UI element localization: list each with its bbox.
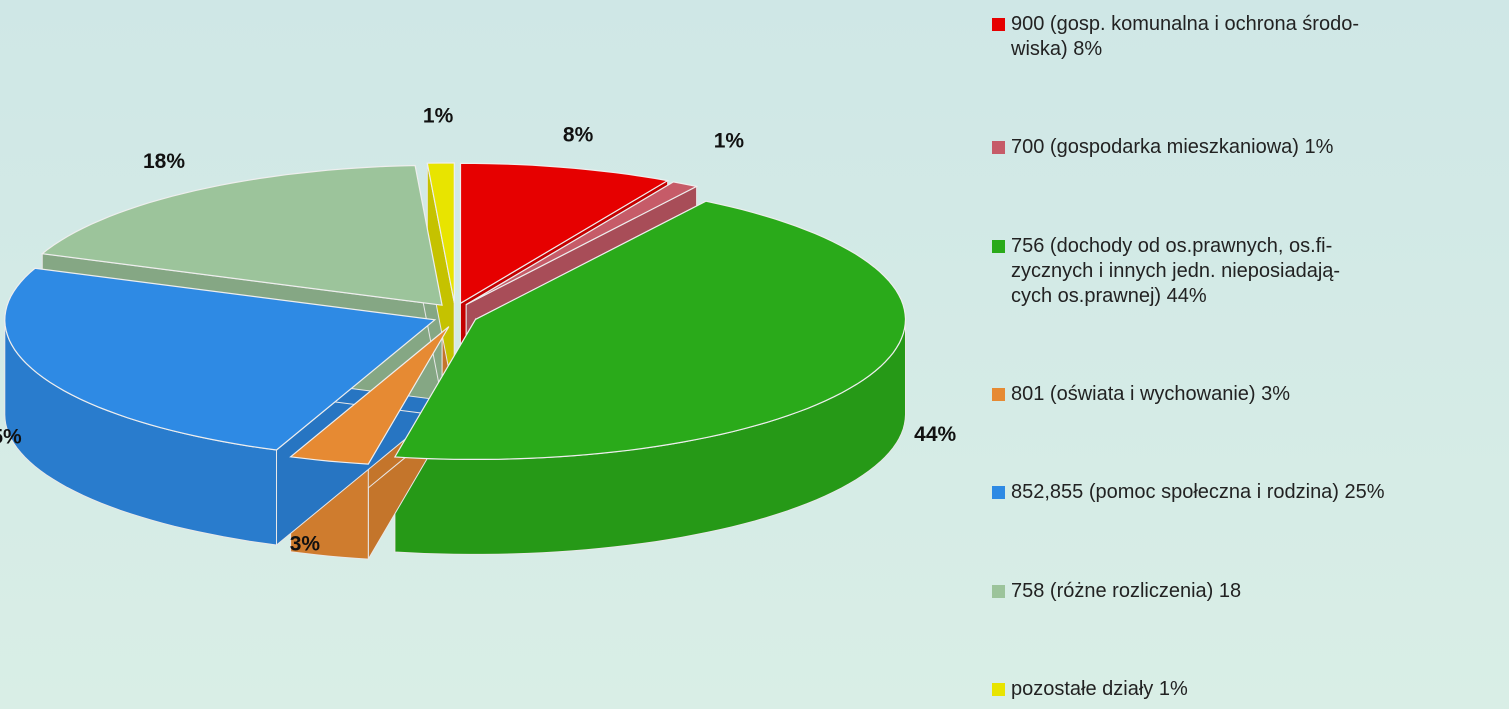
slice-top (459, 162, 670, 305)
legend-swatch (992, 239, 1005, 253)
legend-item: 852,855 (pomoc społeczna i rodzina) 25% (992, 480, 1507, 505)
legend-item: 801 (oświata i wychowanie) 3% (992, 382, 1507, 407)
legend-label: 852,855 (pomoc społeczna i rodzina) 25% (1011, 481, 1385, 504)
slice-top (393, 200, 907, 460)
legend-label: 900 (gosp. komunalna i ochrona środo- wi… (1011, 13, 1359, 60)
pie-area: 8% 1% 44% 3% 25% 18% 1% (0, 105, 957, 561)
data-label: 44% (914, 423, 956, 446)
legend-label: pozostałe działy 1% (1011, 677, 1188, 700)
slice-top (426, 162, 455, 304)
legend-item: 700 (gospodarka mieszkaniowa) 1% (992, 135, 1507, 160)
legend-swatch (992, 682, 1005, 696)
slice-tops (4, 162, 907, 465)
data-label: 8% (563, 124, 594, 147)
legend-item: pozostałe działy 1% (992, 677, 1507, 702)
data-label: 1% (714, 130, 745, 153)
legend-label: 756 (dochody od os.prawnych, os.fi- zycz… (1011, 234, 1341, 307)
slice-top (40, 164, 443, 306)
slice-top (289, 326, 450, 465)
legend-label: 758 (różne rozliczenia) 18 (1011, 579, 1242, 602)
legend-item: 758 (różne rozliczenia) 18 (992, 579, 1507, 604)
legend-swatch (992, 486, 1005, 500)
legend-item: 756 (dochody od os.prawnych, os.fi- zycz… (992, 234, 1507, 309)
slice-top (4, 267, 437, 451)
legend-swatch (992, 387, 1005, 401)
legend-swatch (992, 141, 1005, 155)
legend-label: 801 (oświata i wychowanie) 3% (1011, 382, 1291, 405)
slice-top (465, 181, 699, 306)
legend-item: 900 (gosp. komunalna i ochrona środo- wi… (992, 12, 1507, 62)
legend-swatch (992, 18, 1005, 31)
data-label: 3% (290, 532, 321, 555)
legend: 900 (gosp. komunalna i ochrona środo- wi… (992, 12, 1507, 702)
data-label: 25% (0, 426, 22, 449)
legend-swatch (992, 584, 1005, 598)
data-label: 1% (423, 105, 454, 128)
legend-label: 700 (gospodarka mieszkaniowa) 1% (1011, 136, 1334, 159)
data-label: 18% (143, 150, 185, 173)
